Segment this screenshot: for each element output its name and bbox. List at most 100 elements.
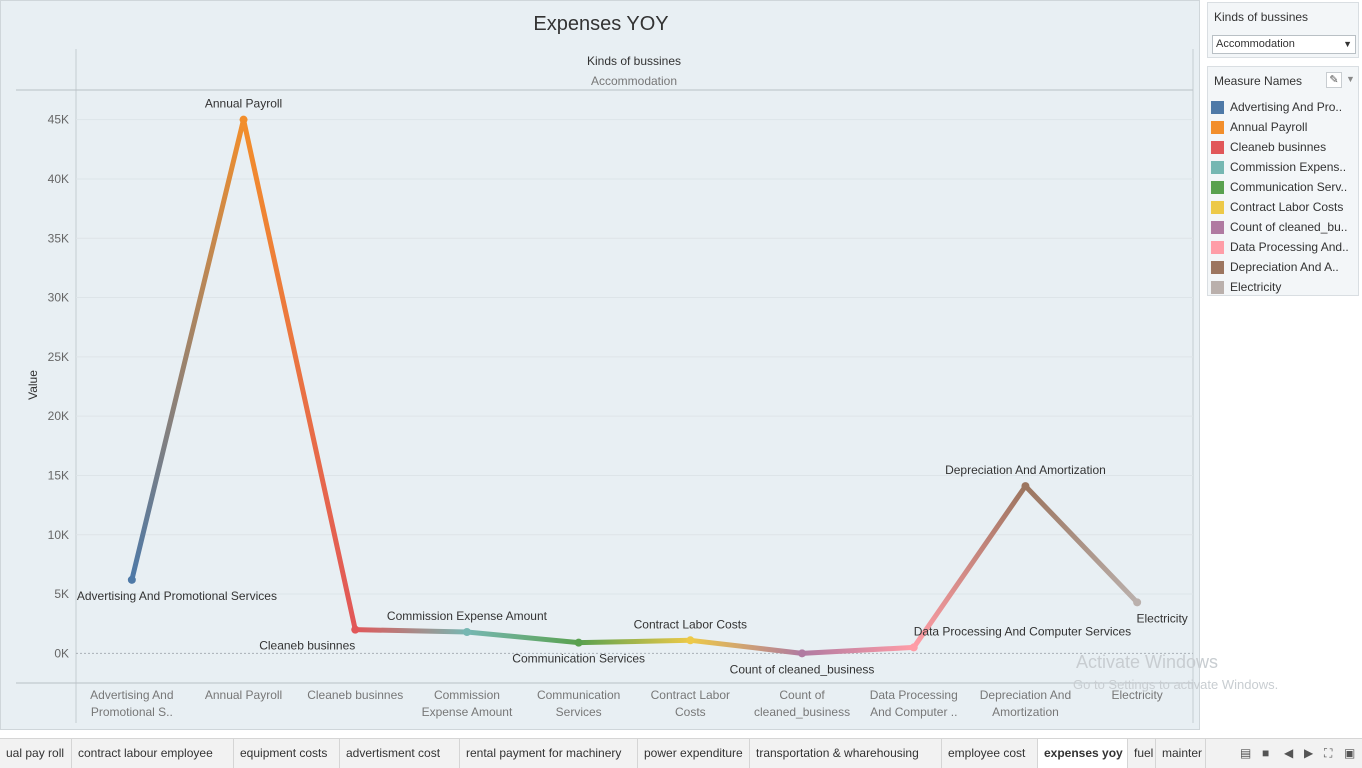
line-segment[interactable] [352, 627, 470, 635]
kinds-of-business-dropdown[interactable]: Accommodation ▼ [1212, 35, 1356, 54]
sheet-tab[interactable]: contract labour employee [72, 739, 234, 768]
x-tick-label: Promotional S.. [91, 705, 173, 719]
dashboard-canvas: Expenses YOY Kinds of bussines Accommodat… [0, 0, 1200, 730]
sheet-tab[interactable]: advertisment cost [340, 739, 460, 768]
x-tick-label: Cleaneb businnes [307, 688, 403, 702]
show-sheet-sorter-icon[interactable]: ▤ [1240, 746, 1252, 760]
legend-item[interactable]: Annual Payroll [1211, 117, 1359, 137]
sheet-tab[interactable]: power expenditure [638, 739, 750, 768]
legend-swatch [1211, 280, 1224, 294]
data-point[interactable] [798, 649, 807, 658]
data-point[interactable] [574, 638, 583, 647]
x-tick-label: Expense Amount [422, 705, 513, 719]
sheet-tab[interactable]: mainter [1156, 739, 1206, 768]
sheet-tab[interactable]: equipment costs [234, 739, 340, 768]
sheet-tab[interactable]: employee cost [942, 739, 1038, 768]
legend-item[interactable]: Contract Labor Costs [1211, 197, 1359, 217]
x-tick-label: Depreciation And [980, 688, 1071, 702]
legend-item[interactable]: Commission Expens.. [1211, 157, 1359, 177]
line-segment[interactable] [464, 629, 582, 646]
show-filmstrip-icon[interactable]: ■ [1262, 746, 1270, 760]
legend-swatch [1211, 180, 1224, 194]
legend-item[interactable]: Communication Serv.. [1211, 177, 1359, 197]
sheet-tab[interactable]: expenses yoy [1038, 739, 1128, 768]
data-label: Advertising And Promotional Services [77, 589, 277, 603]
line-segment[interactable] [799, 644, 917, 656]
x-tick-label: Contract Labor [651, 688, 730, 702]
data-label: Annual Payroll [205, 97, 282, 111]
legend-swatch [1211, 200, 1224, 214]
data-label: Contract Labor Costs [634, 617, 747, 631]
line-segment[interactable] [687, 637, 805, 656]
fullscreen-icon[interactable]: ⛶ [1324, 746, 1333, 760]
legend-title: Measure Names [1214, 74, 1303, 88]
watermark-subtitle: Go to Settings to activate Windows. [1073, 677, 1279, 692]
line-segment[interactable] [129, 117, 247, 583]
line-segment[interactable] [1022, 483, 1140, 605]
data-point[interactable] [239, 115, 248, 124]
presentation-mode-icon[interactable]: ▣ [1344, 746, 1356, 760]
column-header-title: Kinds of bussines [587, 54, 681, 68]
x-tick-label: Amortization [992, 705, 1059, 719]
legend-swatch [1211, 220, 1224, 234]
legend-item[interactable]: Electricity [1211, 277, 1359, 297]
sheet-tab[interactable]: transportation & wharehousing [750, 739, 942, 768]
y-tick-label: 10K [48, 528, 69, 542]
x-tick-label: Electricity [1111, 688, 1162, 702]
legend-label: Depreciation And A.. [1230, 260, 1339, 274]
sheet-tab[interactable]: fuel [1128, 739, 1156, 768]
legend-item[interactable]: Advertising And Pro.. [1211, 97, 1359, 117]
next-sheet-icon[interactable]: ▶ [1304, 746, 1314, 760]
data-label: Count of cleaned_business [730, 662, 875, 676]
line-segment[interactable] [241, 117, 358, 633]
legend-card: Measure Names ✎ ▼ Advertising And Pro.. A… [1207, 66, 1359, 296]
legend-list: Advertising And Pro.. Annual Payroll Clean… [1211, 97, 1359, 297]
x-tick-label: Commission [434, 688, 500, 702]
data-point[interactable] [462, 628, 471, 637]
line-segment[interactable] [576, 637, 693, 646]
sheet-tab[interactable]: ual pay roll [0, 739, 72, 768]
data-label: Cleaneb businnes [259, 639, 355, 653]
legend-item[interactable]: Data Processing And.. [1211, 237, 1359, 257]
watermark-title: Activate Windows [1076, 652, 1219, 672]
x-tick-label: Count of [779, 688, 825, 702]
legend-label: Cleaneb businnes [1230, 140, 1327, 154]
highlight-pen-icon[interactable]: ✎ [1326, 72, 1342, 88]
legend-label: Advertising And Pro.. [1230, 100, 1343, 114]
data-point[interactable] [127, 575, 136, 584]
x-tick-label: And Computer .. [870, 705, 957, 719]
x-tick-label: Data Processing [870, 688, 958, 702]
data-point[interactable] [1021, 482, 1030, 491]
legend-item[interactable]: Cleaneb businnes [1211, 137, 1359, 157]
tab-controls: ▤ ■ ◀ ▶ ⛶ ▣ [1232, 739, 1362, 768]
legend-item[interactable]: Count of cleaned_bu.. [1211, 217, 1359, 237]
legend-swatch [1211, 140, 1224, 154]
legend-label: Annual Payroll [1230, 120, 1308, 134]
y-axis-label: Value [26, 370, 40, 400]
legend-label: Communication Serv.. [1230, 180, 1348, 194]
legend-item[interactable]: Depreciation And A.. [1211, 257, 1359, 277]
data-point[interactable] [686, 636, 695, 645]
filter-title: Kinds of bussines [1214, 10, 1309, 24]
x-tick-label: Advertising And [90, 688, 173, 702]
chevron-down-icon[interactable]: ▼ [1343, 39, 1352, 49]
column-header-value: Accommodation [591, 74, 677, 88]
line-chart: Kinds of bussines Accommodation 0K 5K 10K 15… [16, 49, 1194, 723]
data-point[interactable] [351, 625, 360, 634]
x-tick-label: Communication [537, 688, 620, 702]
legend-menu-chevron-icon[interactable]: ▼ [1346, 74, 1355, 84]
y-tick-label: 15K [48, 468, 69, 482]
legend-label: Commission Expens.. [1230, 160, 1347, 174]
line-segment[interactable] [911, 483, 1028, 650]
legend-swatch [1211, 240, 1224, 254]
data-point[interactable] [909, 643, 918, 652]
previous-sheet-icon[interactable]: ◀ [1284, 746, 1294, 760]
data-point[interactable] [1133, 598, 1142, 607]
y-tick-label: 40K [48, 172, 69, 186]
data-label: Communication Services [512, 652, 645, 666]
legend-swatch [1211, 100, 1224, 114]
sheet-tab[interactable]: rental payment for machinery [460, 739, 638, 768]
x-tick-label: Services [556, 705, 602, 719]
legend-label: Contract Labor Costs [1230, 200, 1344, 214]
y-tick-label: 0K [54, 646, 69, 660]
